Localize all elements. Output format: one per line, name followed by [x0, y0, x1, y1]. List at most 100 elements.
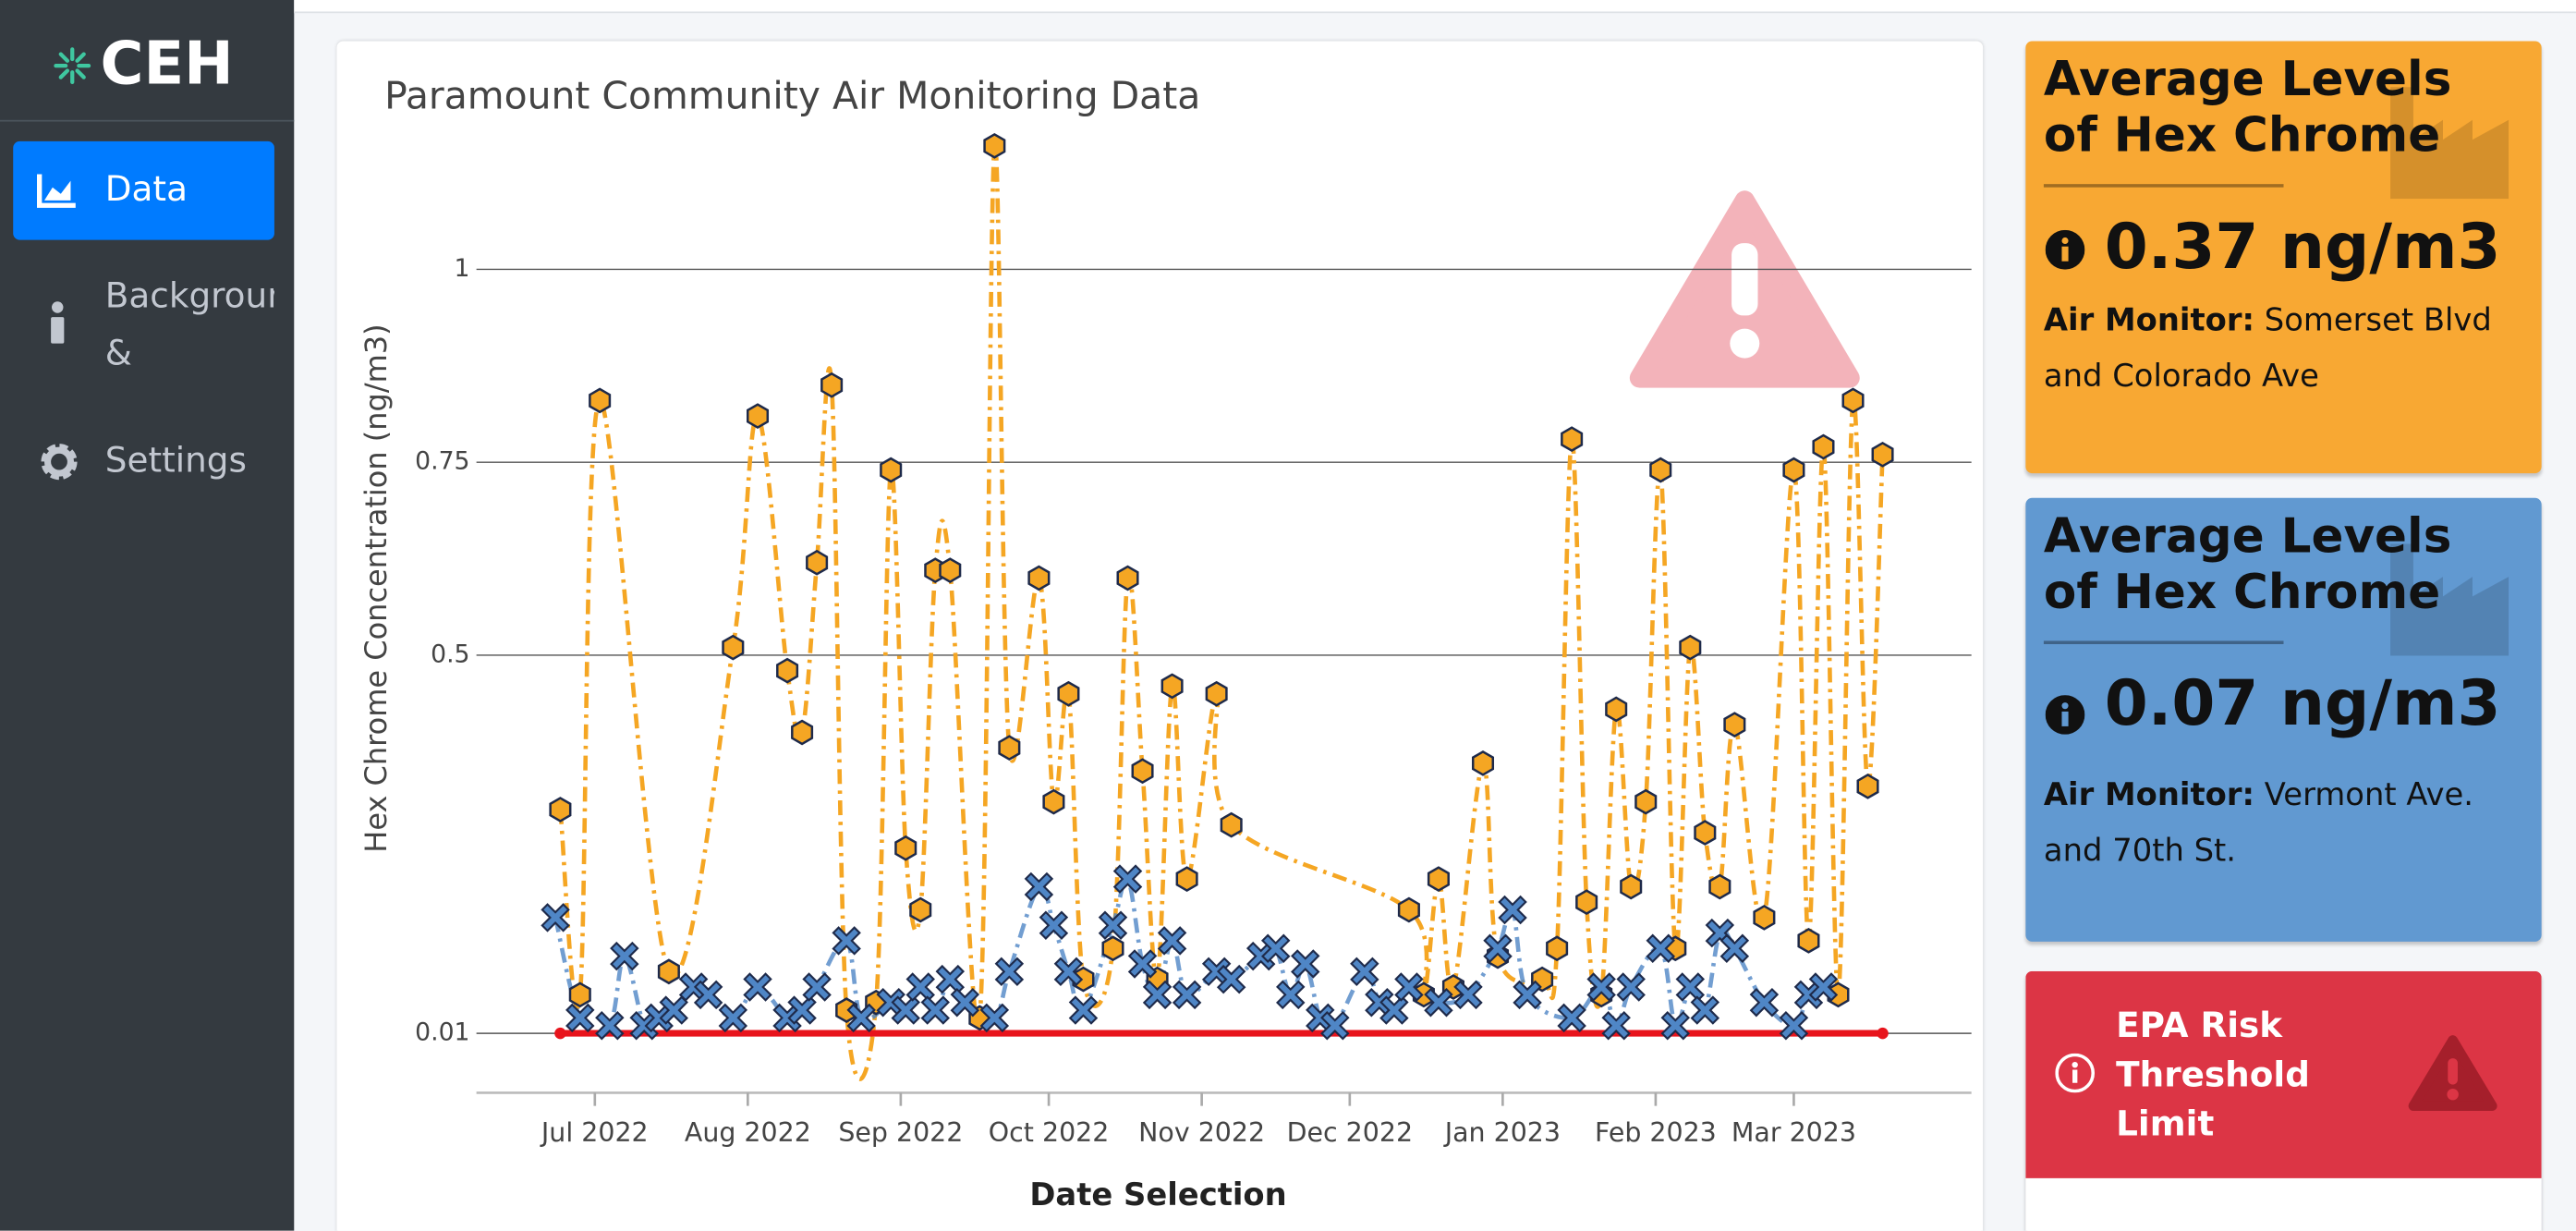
data-point: [1856, 774, 1879, 799]
data-point: [1220, 811, 1243, 838]
data-point: [1708, 873, 1732, 900]
data-point: [832, 926, 861, 956]
data-point: [1172, 980, 1202, 1010]
data-point: [1498, 895, 1527, 925]
data-point: [905, 972, 935, 1002]
data-point: [1379, 995, 1409, 1025]
data-point: [846, 1003, 876, 1033]
card-monitor: Air Monitor: Somerset Blvd and Colorado …: [2044, 292, 2536, 404]
nav-icon: [51, 301, 65, 344]
nav-settings[interactable]: Settings: [13, 431, 274, 494]
brand-name: CEH: [100, 30, 234, 99]
data-point: [1723, 712, 1746, 737]
chart-body: Paramount Community Air Monitoring Data …: [358, 74, 1972, 1213]
warning-icon: [2408, 1035, 2497, 1111]
data-point: [1024, 871, 1054, 902]
data-point: [1216, 964, 1246, 994]
card-rule: [2043, 184, 2284, 188]
data-point: [644, 1003, 674, 1033]
data-point: [1782, 457, 1805, 483]
data-point: [1483, 933, 1513, 963]
alert-title: EPA Risk Threshold Limit: [2116, 1006, 2310, 1144]
nav-label: Background & Resources: [104, 275, 274, 373]
data-point: [939, 557, 962, 583]
data-point: [1690, 995, 1720, 1025]
data-point: [1605, 696, 1628, 723]
nav-icon: [41, 444, 78, 481]
data-point: [541, 903, 570, 932]
data-point: [1127, 949, 1158, 979]
data-point: [1068, 995, 1099, 1025]
x-tick-label: Nov 2022: [1138, 1117, 1265, 1148]
data-point: [1042, 788, 1065, 815]
divider: [0, 119, 295, 122]
data-point: [880, 457, 903, 483]
data-point: [1793, 980, 1824, 1010]
x-tick-label: Aug 2022: [685, 1117, 811, 1148]
data-point: [1112, 864, 1143, 894]
data-point: [1027, 565, 1051, 591]
data-point: [1812, 433, 1835, 460]
data-point: [722, 634, 745, 661]
data-point: [1749, 987, 1780, 1018]
data-point: [909, 896, 932, 923]
data-point: [746, 403, 770, 429]
brand-logo: [54, 47, 91, 85]
data-point: [565, 1003, 595, 1033]
data-point: [1175, 866, 1198, 892]
data-point: [1694, 820, 1717, 846]
data-point: [1245, 941, 1276, 971]
data-point: [979, 1003, 1010, 1033]
data-point: [1471, 750, 1495, 776]
x-axis-label: Date Selection: [1029, 1176, 1286, 1213]
data-point: [894, 835, 917, 861]
data-point: [776, 657, 799, 684]
data-point: [657, 958, 680, 985]
nav-icon: [37, 174, 76, 208]
data-point: [1039, 910, 1069, 940]
data-point: [1260, 933, 1291, 963]
x-tick-label: Dec 2022: [1287, 1117, 1413, 1148]
data-point: [806, 549, 829, 576]
monitor-name: Vermont Ave. and 70th St.: [2043, 777, 2474, 870]
data-point: [659, 995, 688, 1025]
monitor-label: Air Monitor:: [2043, 777, 2255, 814]
data-point: [1160, 673, 1184, 700]
data-point: [791, 719, 814, 746]
data-point: [1394, 972, 1424, 1002]
data-point: [820, 372, 844, 398]
data-point: [1291, 949, 1320, 979]
data-point: [1616, 972, 1646, 1002]
card-rule: [2043, 640, 2284, 644]
data-point: [718, 1003, 748, 1033]
data-point: [1841, 387, 1865, 414]
data-point: [568, 981, 591, 1008]
data-point: [1808, 972, 1839, 1002]
data-point: [1557, 1003, 1586, 1033]
data-point: [1142, 980, 1173, 1010]
data-point: [549, 797, 572, 823]
factory-icon: [2390, 87, 2509, 200]
data-point: [1205, 680, 1228, 707]
data-point: [1877, 1027, 1889, 1040]
nav-background[interactable]: Background & Resources: [13, 268, 274, 383]
data-point: [1601, 1011, 1631, 1041]
data-point: [1131, 758, 1154, 785]
info-icon: [2055, 1053, 2096, 1093]
data-point: [1871, 441, 1894, 468]
data-point: [1424, 987, 1453, 1018]
data-point: [1649, 457, 1672, 483]
warning-icon: [1629, 190, 1860, 388]
data-point: [1057, 680, 1080, 707]
data-point: [743, 972, 772, 1002]
nav-data[interactable]: Data: [13, 140, 274, 240]
data-point: [1157, 926, 1187, 956]
data-point: [1646, 933, 1675, 963]
data-point: [1634, 788, 1658, 815]
data-point: [1116, 565, 1139, 591]
data-point: [1679, 634, 1702, 661]
x-tick-label: Oct 2022: [989, 1117, 1110, 1148]
average-card: Average Levels of Hex Chrome 0.37 ng/m3 …: [2025, 41, 2542, 474]
data-point: [693, 980, 723, 1010]
chart: Paramount Community Air Monitoring Data …: [358, 74, 1972, 1213]
